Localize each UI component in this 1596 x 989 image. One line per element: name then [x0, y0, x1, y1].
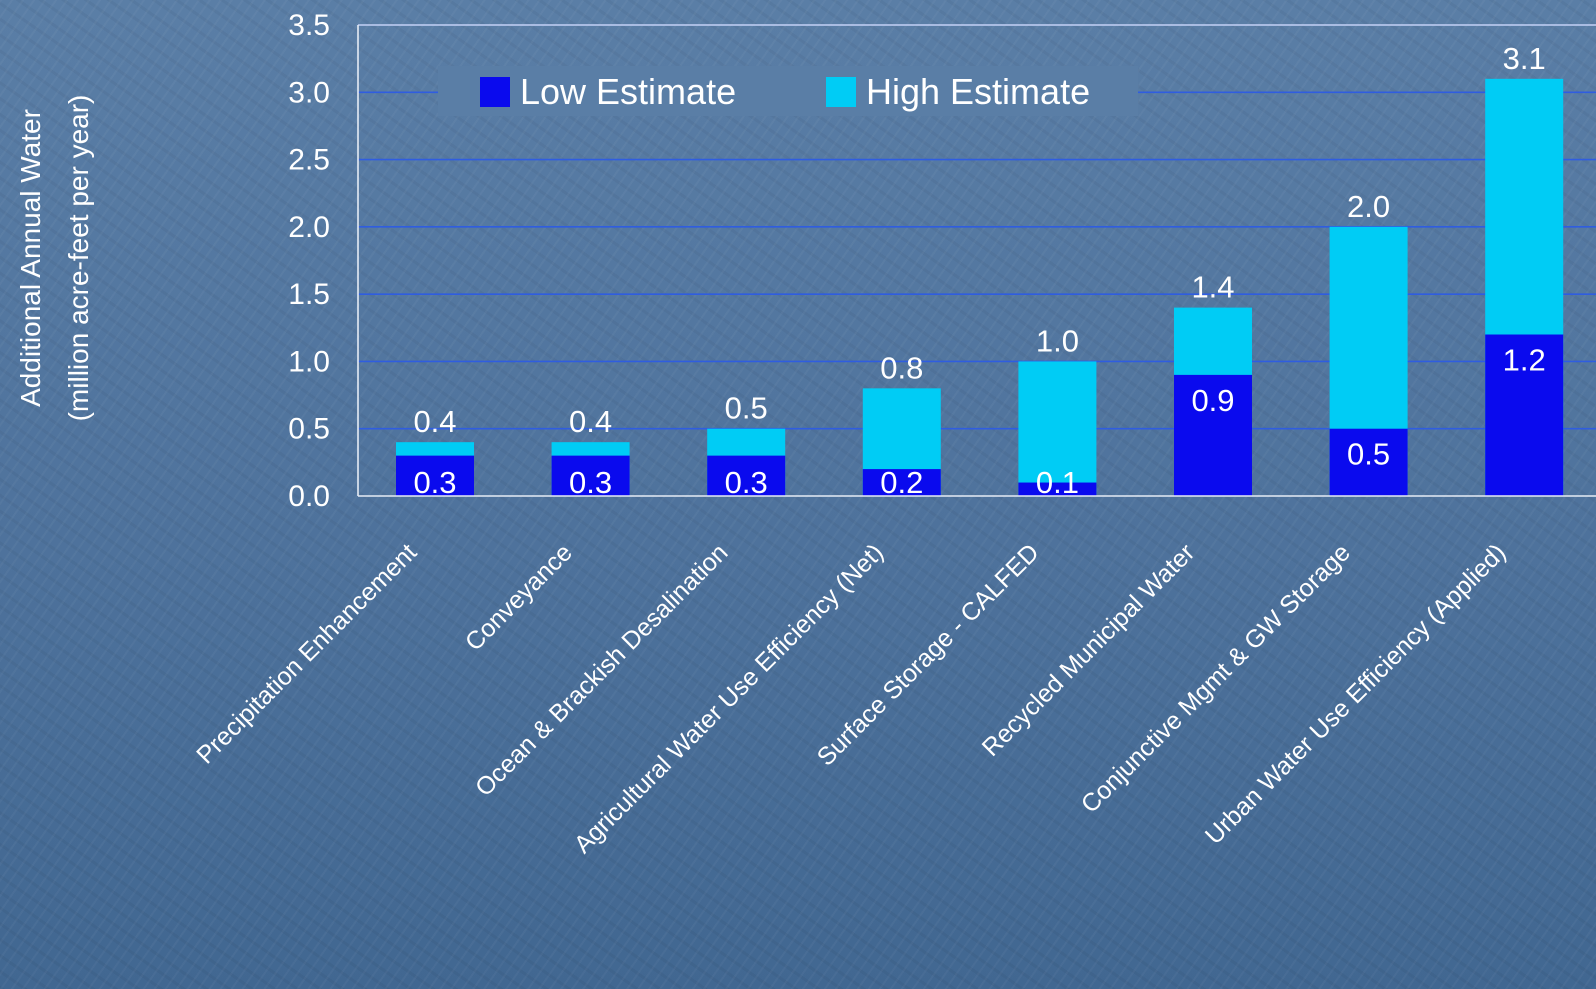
data-label-high: 0.4	[569, 404, 612, 439]
y-tick-label: 3.0	[288, 76, 330, 109]
data-label-low: 0.3	[569, 465, 612, 500]
data-label-high: 1.4	[1191, 270, 1234, 305]
y-axis-title: Additional Annual Water (million acre-fee…	[15, 95, 94, 422]
bar-low-estimate	[1018, 482, 1097, 496]
y-tick-label: 2.0	[288, 211, 330, 244]
legend-box	[438, 66, 1138, 116]
x-category-label-agricultural-water-use-efficiency-net: Agricultural Water Use Efficiency (Net)	[569, 538, 889, 858]
y-tick-label: 0.0	[288, 480, 330, 513]
data-label-high: 2.0	[1347, 189, 1390, 224]
bars	[396, 78, 1564, 496]
bar-low-estimate	[1485, 334, 1564, 496]
y-tick-label: 2.5	[288, 144, 330, 177]
data-label-low: 0.1	[1036, 465, 1079, 500]
legend-label: High Estimate	[866, 71, 1090, 112]
data-label-low: 0.3	[725, 465, 768, 500]
data-label-high: 0.8	[880, 350, 923, 385]
x-category-label-conveyance: Conveyance	[460, 538, 578, 656]
x-category-label-ocean-brackish-desalination: Ocean & Brackish Desalination	[470, 538, 733, 801]
x-category-labels: Precipitation Enhancement ConveyanceOcean…	[191, 538, 1511, 858]
bar-low-estimate	[707, 455, 786, 496]
data-label-high: 3.1	[1503, 41, 1546, 76]
data-label-low: 0.9	[1191, 383, 1234, 418]
data-label-low: 0.5	[1347, 437, 1390, 472]
legend-swatch	[480, 77, 510, 107]
y-tick-label: 0.5	[288, 413, 330, 446]
data-label-high: 1.0	[1036, 323, 1079, 358]
bar-low-estimate	[551, 455, 630, 496]
data-label-high: 0.4	[413, 404, 456, 439]
y-tick-label: 1.5	[288, 278, 330, 311]
data-label-low: 0.3	[413, 465, 456, 500]
x-category-label-precipitation-enhancement: Precipitation Enhancement	[191, 538, 422, 769]
data-labels: 0.4 0.3 0.4 0.3 0.5 0.3 0.8 0.2 1.0 0.1 1.4 0.9 2.0 0…	[413, 41, 1545, 500]
y-axis-title-line: Additional Annual Water	[15, 109, 46, 407]
bar-low-estimate	[862, 469, 941, 496]
bar-low-estimate	[396, 455, 474, 496]
bar-high-estimate	[1018, 361, 1097, 496]
data-label-high: 0.5	[725, 391, 768, 426]
x-category-label-conjunctive-mgmt-gw-storage: Conjunctive Mgmt & GW Storage	[1076, 538, 1356, 818]
legend: Low Estimate High Estimate	[438, 66, 1138, 116]
x-category-label-urban-water-use-efficiency-applied: Urban Water Use Efficiency (Applied)	[1200, 538, 1512, 850]
y-tick-labels: 0.0 0.5 1.0 1.5 2.0 2.5 3.0 3.5	[288, 9, 330, 513]
bar-low-estimate	[1174, 374, 1252, 496]
y-tick-label: 3.5	[288, 9, 330, 42]
axes	[357, 24, 1596, 497]
legend-label: Low Estimate	[520, 71, 736, 112]
bar-low-estimate	[1329, 428, 1408, 496]
data-label-low: 0.2	[880, 465, 923, 500]
y-tick-label: 1.0	[288, 345, 330, 378]
data-label-low: 1.2	[1503, 343, 1546, 378]
y-axis-title-line: (million acre-feet per year)	[63, 95, 94, 422]
legend-swatch	[826, 77, 856, 107]
